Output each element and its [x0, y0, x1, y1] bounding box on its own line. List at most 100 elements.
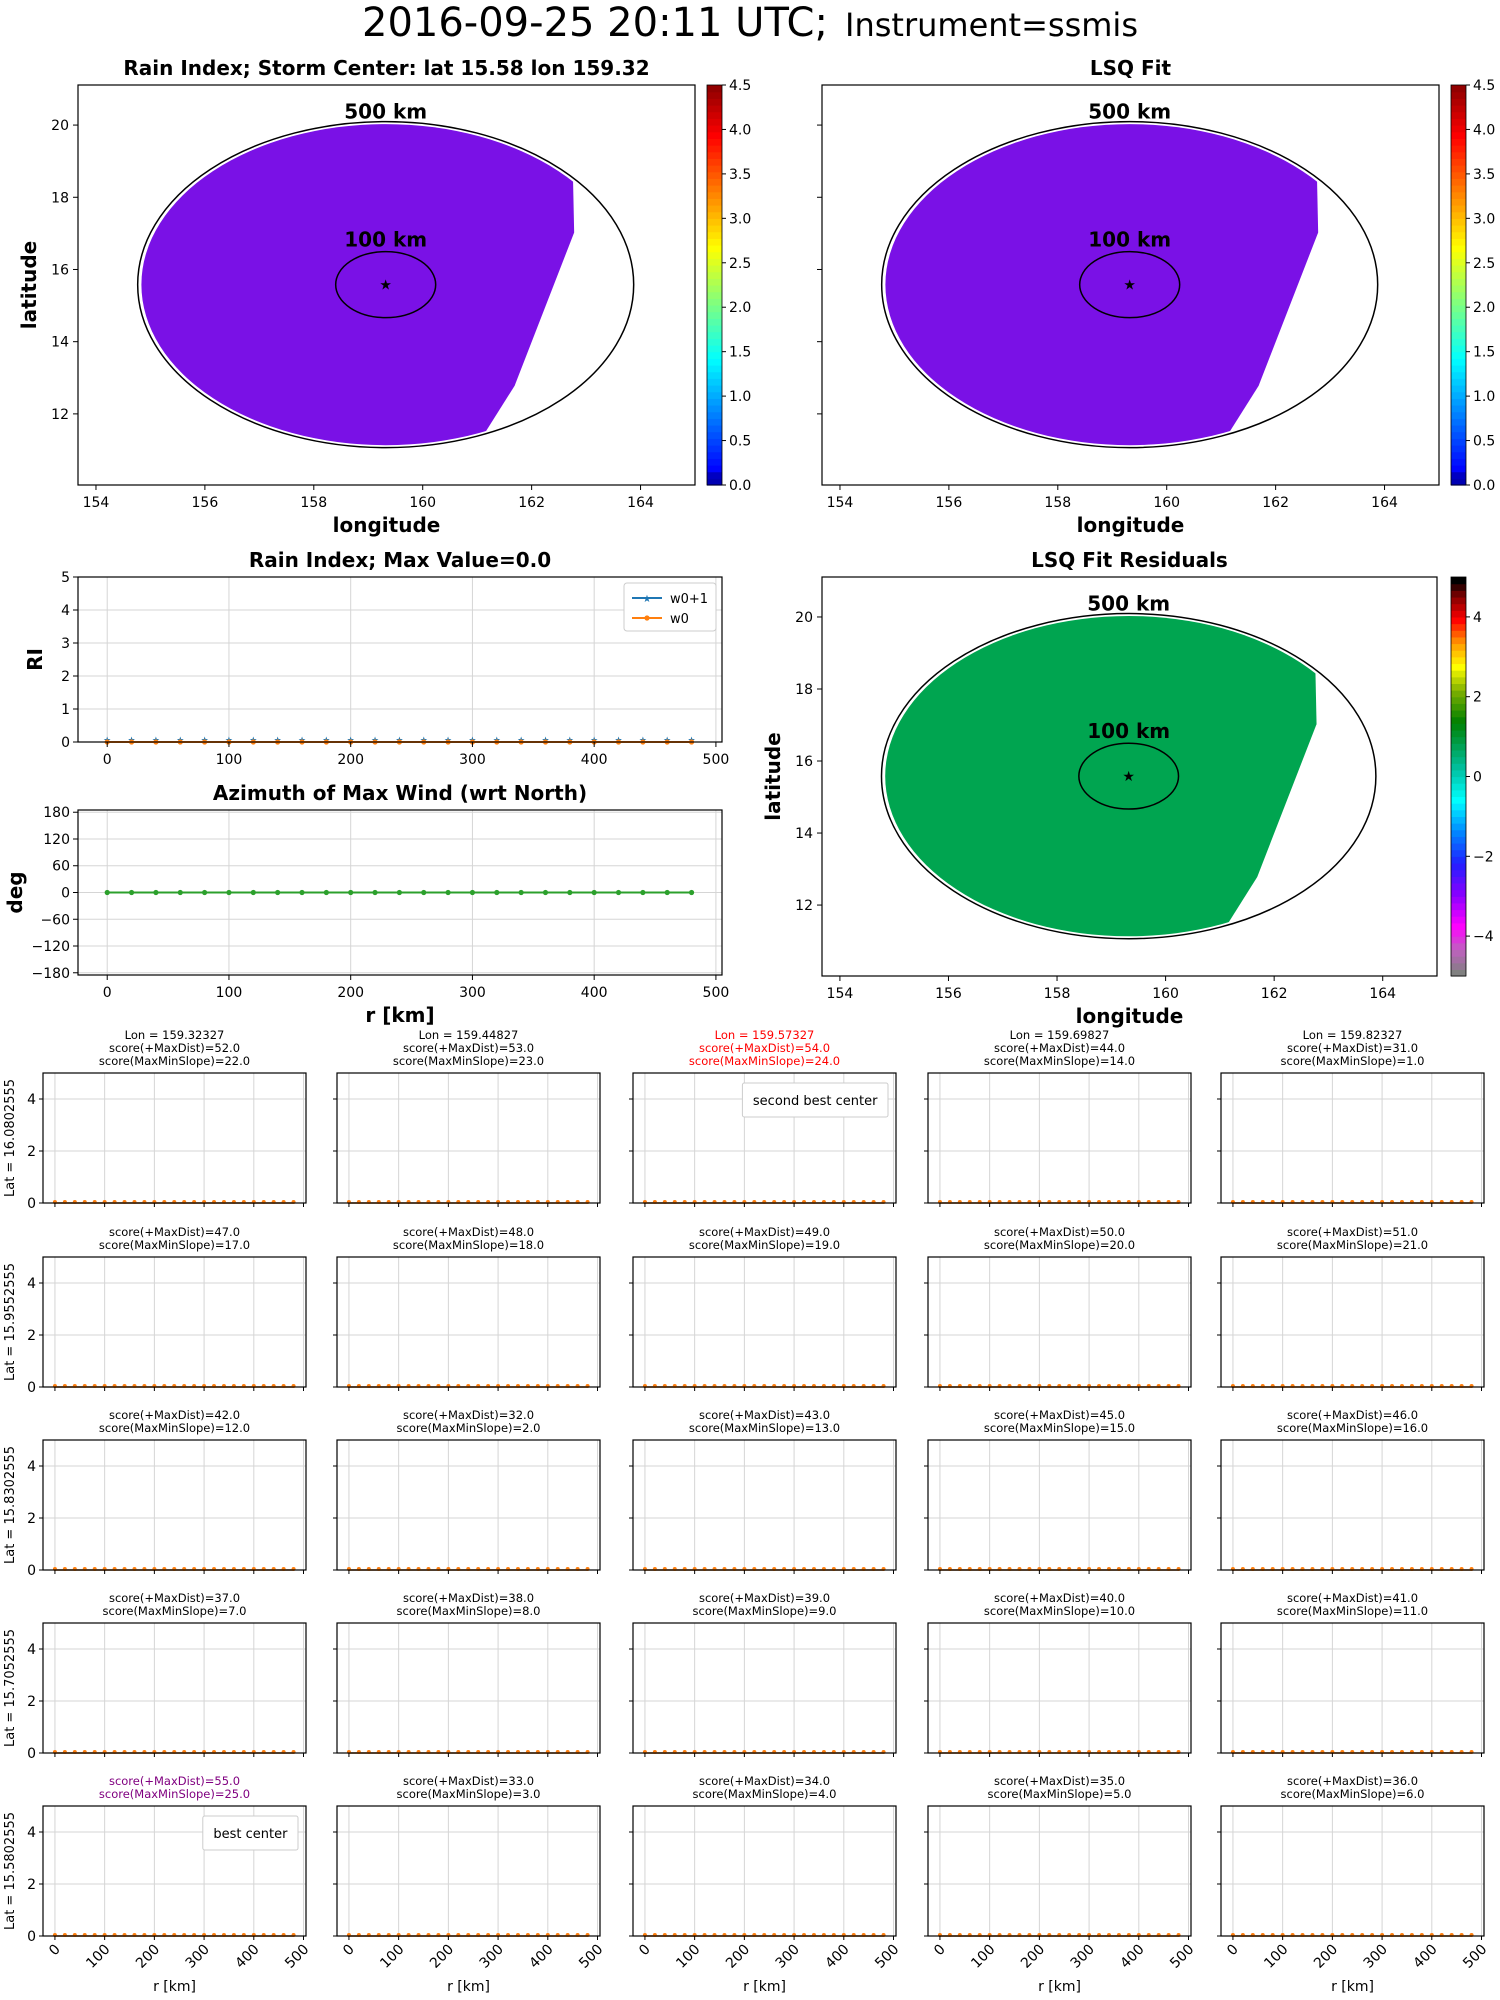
panel-title-line: score(+MaxDist)=45.0	[994, 1408, 1125, 1422]
ring-100km	[1078, 742, 1180, 810]
legend-marker: ★	[643, 594, 652, 605]
panel-title-line: score(MaxMinSlope)=19.0	[689, 1238, 840, 1252]
colorbar-segment	[707, 98, 722, 106]
colorbar-segment	[707, 311, 722, 319]
colorbar-segment	[1451, 291, 1466, 299]
panel-title-line: score(+MaxDist)=54.0	[699, 1041, 830, 1055]
axes-frame	[42, 1805, 307, 1937]
panel-title-line: score(MaxMinSlope)=1.0	[1281, 1054, 1425, 1068]
x-tick-label: 400	[526, 1942, 556, 1972]
colorbar-segment	[1451, 623, 1466, 631]
data-point	[299, 889, 305, 896]
colorbar-segment	[707, 85, 722, 93]
colorbar-segment	[1451, 218, 1466, 226]
x-tick-label: 200	[427, 1942, 457, 1972]
panel-title-line: score(MaxMinSlope)=16.0	[1277, 1421, 1428, 1435]
panel-legend-label: best center	[213, 1827, 288, 1842]
colorbar-segment	[707, 445, 722, 453]
colorbar-segment	[1451, 205, 1466, 213]
storm-center-marker: ★	[1122, 769, 1135, 785]
colorbar-segment	[707, 405, 722, 413]
colorbar-segment	[1451, 151, 1466, 159]
lsq-fit-map: LSQ Fit 500 km 100 km ★ 154 156 158 160 162 164 lo…	[817, 56, 1495, 537]
colorbar-segment	[1451, 590, 1466, 598]
x-tick-label: 164	[1371, 495, 1398, 511]
colorbar-segment	[1451, 178, 1466, 186]
colorbar-segment	[707, 345, 722, 353]
colorbar-segment	[1451, 616, 1466, 625]
colorbar-segment	[707, 171, 722, 179]
y-axis-label: RI	[23, 648, 47, 671]
colorbar-segment	[1451, 351, 1466, 359]
colorbar: 4 2 0 −2 −4	[1450, 576, 1494, 977]
colorbar-tick-label: 4.0	[1473, 122, 1495, 138]
y-tick-label: 4	[27, 1459, 36, 1475]
panel-r4-c1: score(+MaxDist)=37.0score(MaxMinSlope)=7…	[3, 1591, 307, 1762]
colorbar-segment	[1451, 663, 1466, 671]
panel-legend-box	[202, 1815, 299, 1851]
chart-title: Azimuth of Max Wind (wrt North)	[213, 781, 587, 805]
panel-r1-c3: Lon = 159.57327score(+MaxDist)=54.0score…	[629, 1028, 897, 1207]
colorbar-segment	[1451, 385, 1466, 393]
panel-r2-c4: score(+MaxDist)=50.0score(MaxMinSlope)=2…	[924, 1225, 1192, 1391]
colorbar-segment	[707, 278, 722, 286]
x-tick-label: 500	[1460, 1942, 1490, 1972]
colorbar-segment	[707, 411, 722, 419]
x-tick-label: 300	[477, 1942, 507, 1972]
x-tick-label: 200	[723, 1942, 753, 1972]
ring-100km	[334, 250, 437, 319]
colorbar-frame	[706, 84, 723, 486]
colorbar-segment	[707, 145, 722, 153]
axes-frame	[77, 576, 723, 743]
colorbar-segment	[1451, 636, 1466, 645]
panel-title-line: score(+MaxDist)=37.0	[109, 1591, 240, 1605]
data-point	[664, 889, 670, 896]
colorbar-segment	[707, 338, 722, 346]
colorbar-segment	[1451, 736, 1466, 744]
swath	[885, 615, 1317, 937]
y-tick-label: 0	[61, 886, 70, 902]
ring-label-100km: 100 km	[344, 228, 427, 252]
colorbar-segment	[1451, 111, 1466, 119]
axes-frame	[927, 1072, 1192, 1204]
colorbar-segment	[707, 291, 722, 299]
y-tick-label: −120	[32, 939, 70, 955]
y-tick-label: 60	[52, 859, 70, 875]
colorbar-segment	[707, 378, 722, 386]
y-tick-label: 4	[27, 1825, 36, 1841]
x-axis-label: r [km]	[1331, 1979, 1374, 1995]
x-tick-label: 156	[192, 495, 219, 511]
panel-title-line: score(+MaxDist)=38.0	[403, 1591, 534, 1605]
y-tick-label: 0	[27, 1563, 36, 1579]
colorbar-segment	[707, 131, 722, 139]
colorbar-segment	[707, 471, 722, 479]
panel-title-line: score(MaxMinSlope)=15.0	[984, 1421, 1135, 1435]
panel-r5-c1: score(+MaxDist)=55.0score(MaxMinSlope)=2…	[3, 1774, 312, 1995]
x-tick-label: 500	[872, 1942, 902, 1972]
panel-title-line: score(+MaxDist)=32.0	[403, 1408, 534, 1422]
colorbar-tick-label: 3.0	[729, 211, 751, 227]
colorbar-segment	[707, 418, 722, 426]
colorbar-segment	[1451, 896, 1466, 904]
data-point	[421, 889, 427, 896]
x-tick-label: 300	[1361, 1942, 1391, 1972]
colorbar-segment	[1451, 670, 1466, 678]
ring-label-100km: 100 km	[1088, 228, 1171, 252]
colorbar-tick-label: 3.0	[1473, 211, 1495, 227]
colorbar-segment	[1451, 458, 1466, 466]
colorbar-segment	[1451, 803, 1466, 811]
figure-title-datetime: 2016-09-25 20:11 UTC;	[362, 0, 828, 46]
colorbar-segment	[1451, 371, 1466, 379]
panel-title-line: Lon = 159.82327	[1303, 1028, 1403, 1042]
axes-frame	[336, 1439, 601, 1571]
x-tick-label: 0	[1224, 1942, 1242, 1960]
colorbar-segment	[707, 191, 722, 199]
panel-r3-c4: score(+MaxDist)=45.0score(MaxMinSlope)=1…	[924, 1408, 1192, 1574]
colorbar-segment	[707, 318, 722, 326]
colorbar-segment	[1451, 743, 1466, 751]
colorbar-segment	[1451, 869, 1466, 877]
colorbar-segment	[1451, 756, 1466, 764]
colorbar-segment	[1451, 91, 1466, 99]
x-tick-label: 0	[636, 1942, 654, 1960]
panel-title-line: score(+MaxDist)=34.0	[699, 1774, 830, 1788]
